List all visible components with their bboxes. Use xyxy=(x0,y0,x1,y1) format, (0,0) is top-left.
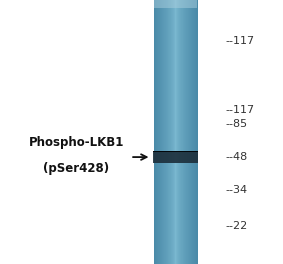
Bar xyxy=(164,0,165,264)
Bar xyxy=(195,0,196,264)
Bar xyxy=(178,0,179,264)
Bar xyxy=(182,0,183,264)
Text: --85: --85 xyxy=(225,119,247,129)
Text: --22: --22 xyxy=(225,221,247,231)
Bar xyxy=(189,0,190,264)
Bar xyxy=(155,0,156,264)
Bar xyxy=(168,0,169,264)
Bar xyxy=(157,0,158,264)
Bar xyxy=(180,0,181,264)
Bar xyxy=(183,0,184,264)
Bar xyxy=(157,0,158,264)
Bar xyxy=(153,151,198,152)
Bar xyxy=(180,0,181,264)
Bar xyxy=(191,0,192,264)
Bar xyxy=(158,0,159,264)
Text: Phospho-LKB1: Phospho-LKB1 xyxy=(29,136,124,149)
Bar xyxy=(156,0,157,264)
Bar xyxy=(153,151,198,152)
Bar xyxy=(153,151,198,152)
Bar xyxy=(162,0,163,264)
Bar xyxy=(184,0,185,264)
Bar xyxy=(161,0,162,264)
Bar xyxy=(172,0,173,264)
Bar xyxy=(160,0,161,264)
Bar xyxy=(186,0,187,264)
Bar xyxy=(166,0,167,264)
Bar xyxy=(153,151,198,152)
Bar xyxy=(177,0,178,264)
Bar xyxy=(153,0,198,8)
Bar xyxy=(179,0,180,264)
Bar xyxy=(185,0,186,264)
Bar xyxy=(178,0,179,264)
Bar xyxy=(192,0,193,264)
Bar xyxy=(159,0,160,264)
Bar xyxy=(174,0,175,264)
Bar xyxy=(194,0,195,264)
Bar xyxy=(153,151,198,152)
Bar xyxy=(153,151,198,152)
Bar xyxy=(153,0,154,264)
Bar xyxy=(153,151,198,163)
Bar xyxy=(170,0,171,264)
Text: --117: --117 xyxy=(225,36,254,46)
Bar xyxy=(190,0,191,264)
Text: --117: --117 xyxy=(225,105,254,115)
Bar xyxy=(153,151,198,152)
Bar xyxy=(196,0,197,264)
Bar xyxy=(168,0,169,264)
Bar xyxy=(184,0,185,264)
Bar xyxy=(153,151,198,152)
Bar xyxy=(158,0,159,264)
Bar xyxy=(164,0,165,264)
Text: --48: --48 xyxy=(225,152,247,162)
Bar xyxy=(192,0,193,264)
Bar xyxy=(153,151,198,152)
Bar xyxy=(188,0,189,264)
Bar xyxy=(193,0,194,264)
Bar xyxy=(187,0,188,264)
Bar xyxy=(153,151,198,152)
Bar xyxy=(185,0,186,264)
Bar xyxy=(167,0,168,264)
Bar xyxy=(181,0,182,264)
Bar xyxy=(197,0,198,264)
Bar xyxy=(171,0,172,264)
Bar xyxy=(153,151,198,152)
Bar xyxy=(165,0,166,264)
Bar xyxy=(153,151,198,152)
Bar xyxy=(153,151,198,152)
Bar xyxy=(181,0,182,264)
Bar xyxy=(195,0,196,264)
Bar xyxy=(175,0,176,264)
Bar xyxy=(176,0,177,264)
Text: --34: --34 xyxy=(225,185,247,195)
Bar xyxy=(191,0,192,264)
Bar xyxy=(174,0,175,264)
Text: (pSer428): (pSer428) xyxy=(43,162,110,176)
Bar xyxy=(153,151,198,152)
Bar xyxy=(163,0,164,264)
Bar xyxy=(153,151,198,152)
Bar xyxy=(179,0,180,264)
Bar xyxy=(167,0,168,264)
Bar xyxy=(186,0,187,264)
Bar xyxy=(196,0,197,264)
Bar xyxy=(173,0,174,264)
Bar xyxy=(163,0,164,264)
Bar xyxy=(169,0,170,264)
Bar xyxy=(153,151,198,152)
Bar xyxy=(161,0,162,264)
Bar xyxy=(175,0,176,264)
Bar xyxy=(171,0,172,264)
Bar xyxy=(153,151,198,152)
Bar xyxy=(154,0,155,264)
Bar xyxy=(188,0,189,264)
Bar xyxy=(153,151,198,152)
Bar xyxy=(153,151,198,152)
